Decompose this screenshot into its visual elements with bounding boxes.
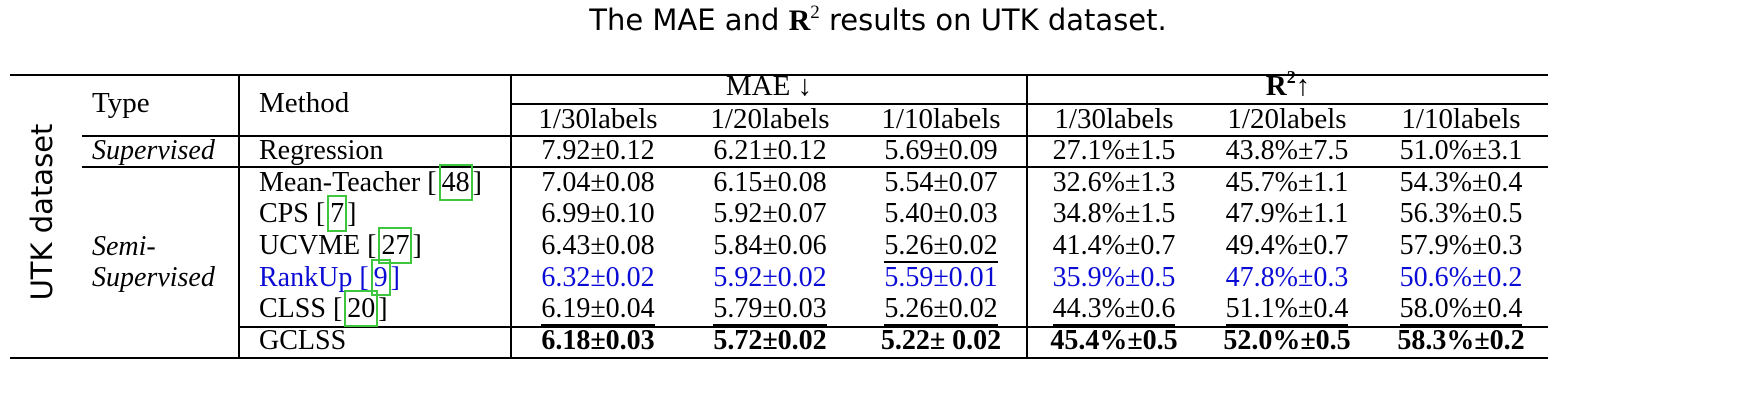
bottom-rule bbox=[10, 357, 1548, 359]
value-cell: 6.32±0.02 bbox=[541, 262, 655, 293]
method-header: Method bbox=[259, 87, 350, 119]
value-cell: 47.8%±0.3 bbox=[1225, 262, 1349, 293]
type-semi-line1: Semi- bbox=[92, 231, 156, 262]
method-cell: Regression bbox=[259, 135, 384, 166]
caption-prefix: The MAE and bbox=[589, 3, 789, 37]
value-cell: 5.59±0.01 bbox=[884, 262, 998, 293]
mae-split-header-2: 1/20labels bbox=[710, 103, 830, 135]
type-header: Type bbox=[92, 87, 150, 119]
top-rule bbox=[10, 74, 1548, 76]
caption-suffix: results on UTK dataset. bbox=[819, 3, 1167, 37]
mae-split-header-1: 1/30labels bbox=[538, 103, 658, 135]
method-cell: Mean-Teacher [48] bbox=[259, 164, 482, 201]
value-cell-best: 52.0%±0.5 bbox=[1223, 325, 1351, 356]
value-cell: 6.43±0.08 bbox=[541, 230, 655, 261]
dataset-side-label: UTK dataset bbox=[25, 123, 59, 301]
value-cell-underlined: 5.26±0.02 bbox=[884, 230, 998, 263]
value-cell: 34.8%±1.5 bbox=[1052, 198, 1176, 229]
gclss-rule bbox=[240, 326, 1548, 328]
mae-r2-divider bbox=[1026, 74, 1028, 359]
value-cell: 27.1%±1.5 bbox=[1052, 135, 1176, 166]
value-cell-best: 58.3%±0.2 bbox=[1397, 325, 1525, 356]
mae-group-header: MAE ↓ bbox=[725, 70, 813, 102]
value-cell: 6.21±0.12 bbox=[713, 135, 827, 166]
value-cell: 7.04±0.08 bbox=[541, 167, 655, 198]
value-cell: 43.8%±7.5 bbox=[1225, 135, 1349, 166]
value-cell: 57.9%±0.3 bbox=[1399, 230, 1523, 261]
method-cell: CPS [7] bbox=[259, 195, 356, 232]
value-cell: 5.84±0.06 bbox=[713, 230, 827, 261]
value-cell-best: 5.22± 0.02 bbox=[880, 325, 1002, 356]
value-cell: 7.92±0.12 bbox=[541, 135, 655, 166]
caption-r2-symbol: R2 bbox=[788, 2, 820, 37]
r2-split-header-1: 1/30labels bbox=[1054, 103, 1174, 135]
citation-link[interactable]: 9 bbox=[370, 259, 391, 296]
method-cell: UCVME [27] bbox=[259, 227, 422, 264]
method-cell: CLSS [20] bbox=[259, 290, 388, 327]
value-cell: 50.6%±0.2 bbox=[1399, 262, 1523, 293]
value-cell: 6.15±0.08 bbox=[713, 167, 827, 198]
type-semi-line2: Supervised bbox=[92, 262, 215, 293]
value-cell-underlined: 51.1%±0.4 bbox=[1225, 293, 1349, 326]
value-cell: 6.99±0.10 bbox=[541, 198, 655, 229]
method-cell: RankUp [9] bbox=[259, 259, 400, 296]
group-rule bbox=[511, 103, 1548, 105]
supervised-rule bbox=[82, 166, 1548, 168]
value-cell-best: 45.4%±0.5 bbox=[1050, 325, 1178, 356]
citation-link[interactable]: 48 bbox=[438, 164, 473, 201]
value-cell: 47.9%±1.1 bbox=[1225, 198, 1349, 229]
value-cell: 49.4%±0.7 bbox=[1225, 230, 1349, 261]
value-cell: 5.92±0.07 bbox=[713, 198, 827, 229]
value-cell-underlined: 5.26±0.02 bbox=[884, 293, 998, 326]
value-cell: 45.7%±1.1 bbox=[1225, 167, 1349, 198]
table-caption: The MAE and R2 results on UTK dataset. bbox=[0, 2, 1756, 39]
value-cell: 56.3%±0.5 bbox=[1399, 198, 1523, 229]
value-cell: 5.92±0.02 bbox=[713, 262, 827, 293]
type-supervised: Supervised bbox=[92, 135, 215, 166]
value-cell: 5.40±0.03 bbox=[884, 198, 998, 229]
value-cell: 35.9%±0.5 bbox=[1052, 262, 1176, 293]
citation-link[interactable]: 20 bbox=[344, 290, 379, 327]
r2-group-header: R2↑ bbox=[1265, 67, 1311, 102]
header-rule bbox=[82, 135, 1548, 137]
r2-split-header-3: 1/10labels bbox=[1401, 103, 1521, 135]
value-cell-underlined: 58.0%±0.4 bbox=[1399, 293, 1523, 326]
value-cell: 41.4%±0.7 bbox=[1052, 230, 1176, 261]
method-mae-divider bbox=[510, 74, 512, 359]
value-cell: 32.6%±1.3 bbox=[1052, 167, 1176, 198]
value-cell: 54.3%±0.4 bbox=[1399, 167, 1523, 198]
mae-split-header-3: 1/10labels bbox=[881, 103, 1001, 135]
value-cell-underlined: 5.79±0.03 bbox=[713, 293, 827, 326]
value-cell-best: 6.18±0.03 bbox=[541, 325, 655, 356]
value-cell-best: 5.72±0.02 bbox=[713, 325, 827, 356]
method-cell: GCLSS bbox=[259, 325, 347, 356]
value-cell: 5.69±0.09 bbox=[884, 135, 998, 166]
value-cell: 5.54±0.07 bbox=[884, 167, 998, 198]
r2-split-header-2: 1/20labels bbox=[1227, 103, 1347, 135]
type-method-divider bbox=[238, 74, 240, 359]
citation-link[interactable]: 27 bbox=[378, 227, 413, 264]
value-cell: 51.0%±3.1 bbox=[1399, 135, 1523, 166]
citation-link[interactable]: 7 bbox=[327, 195, 348, 232]
value-cell-underlined: 6.19±0.04 bbox=[541, 293, 655, 326]
value-cell-underlined: 44.3%±0.6 bbox=[1052, 293, 1176, 326]
